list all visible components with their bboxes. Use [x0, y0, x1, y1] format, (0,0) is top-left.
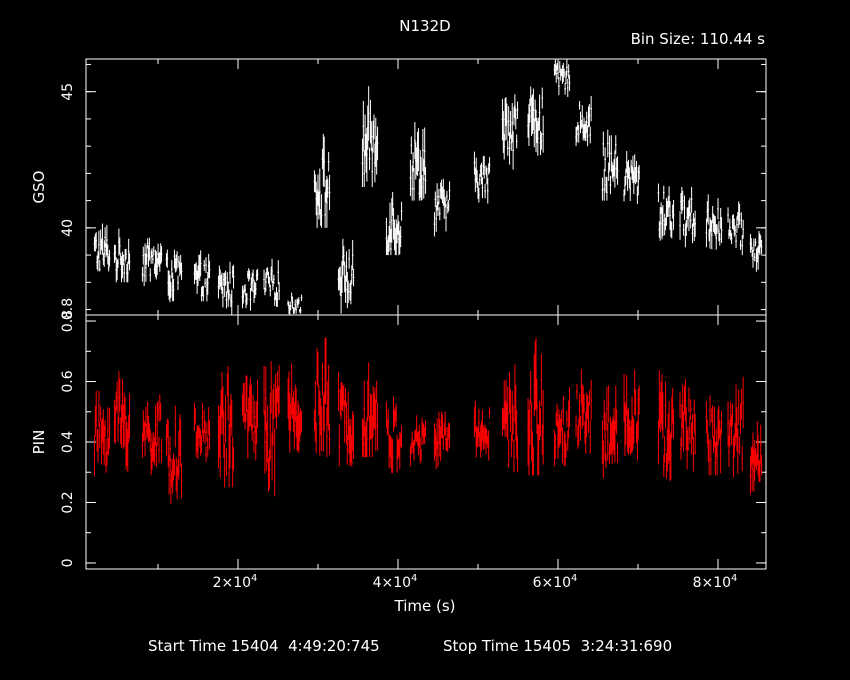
y-tick-label: 0: [60, 558, 76, 567]
orbit-segment: [553, 59, 571, 98]
orbit-segment: [433, 178, 451, 237]
orbit-segment: [361, 86, 379, 187]
chart-title: N132D: [399, 17, 450, 35]
orbit-segment: [657, 370, 675, 482]
orbit-segment: [287, 363, 303, 454]
orbit-segment: [575, 369, 592, 454]
orbit-segment: [241, 268, 259, 311]
orbit-segment: [527, 86, 544, 156]
gso-data-series: [93, 59, 763, 315]
orbit-segment: [113, 371, 131, 473]
orbit-segment: [409, 415, 427, 467]
orbit-segment: [553, 387, 571, 467]
orbit-segment: [141, 237, 163, 287]
y-tick-label: 0.2: [60, 491, 76, 513]
orbit-segment: [705, 395, 723, 476]
orbit-segment: [679, 379, 696, 472]
orbit-segment: [473, 400, 491, 461]
orbit-segment: [705, 194, 723, 250]
x-tick-label: 6×104: [533, 573, 578, 591]
orbit-segment: [313, 337, 331, 458]
orbit-segment: [727, 376, 744, 478]
x-tick-exponent: 4: [571, 573, 577, 584]
orbit-segment: [433, 411, 451, 470]
orbit-segment: [657, 183, 675, 241]
orbit-segment: [93, 390, 111, 477]
orbit-segment: [501, 94, 519, 170]
stop-time-label: Stop Time 15405 3:24:31:690: [443, 637, 672, 655]
orbit-segment: [217, 366, 235, 488]
bin-size-label: Bin Size: 110.44 s: [631, 30, 766, 48]
orbit-segment: [263, 361, 280, 497]
orbit-segment: [337, 238, 355, 314]
orbit-segment: [749, 421, 763, 495]
orbit-segment: [193, 250, 211, 302]
x-tick-label: 8×104: [693, 573, 738, 591]
y-edge-tick-label: 0.8: [60, 298, 76, 320]
orbit-segment: [385, 191, 403, 256]
orbit-segment: [217, 261, 235, 315]
orbit-segment: [165, 405, 183, 504]
orbit-segment: [749, 230, 763, 272]
y-tick-label: 0.6: [60, 370, 76, 392]
x-tick-exponent: 4: [731, 573, 737, 584]
orbit-segment: [473, 151, 491, 204]
orbit-segment: [623, 151, 640, 204]
pin-plot-frame: [85, 314, 767, 570]
y-tick-label: 45: [60, 83, 76, 101]
orbit-segment: [337, 372, 355, 467]
orbit-segment: [313, 133, 331, 228]
orbit-segment: [263, 258, 280, 307]
orbit-segment: [727, 201, 744, 256]
orbit-segment: [385, 396, 403, 474]
pin-y-axis-label: PIN: [30, 430, 48, 455]
orbit-segment: [93, 223, 111, 272]
orbit-segment: [165, 249, 183, 303]
x-tick-exponent: 4: [411, 573, 417, 584]
orbit-segment: [141, 394, 163, 476]
pin-ticks: 0 0.2 0.4 0.6 0.8 2×104 4×104 6×104 8×104: [60, 310, 766, 591]
orbit-segment: [679, 187, 696, 248]
y-tick-label: 0.4: [60, 431, 76, 453]
orbit-segment: [287, 292, 303, 315]
orbit-segment: [501, 364, 519, 473]
gso-y-axis-label: GSO: [30, 171, 48, 204]
orbit-segment: [241, 375, 259, 461]
orbit-segment: [575, 95, 592, 147]
x-axis-label: Time (s): [394, 597, 456, 615]
x-tick-label: 4×104: [373, 573, 418, 591]
y-tick-label: 0.8: [60, 310, 76, 332]
x-tick-label: 2×104: [213, 573, 258, 591]
orbit-segment: [409, 121, 427, 201]
pin-panel: 0 0.2 0.4 0.6 0.8 2×104 4×104 6×104 8×104 PIN: [30, 310, 767, 591]
gso-ticks: 40 45 0.8: [60, 59, 766, 320]
orbit-segment: [601, 385, 619, 478]
orbit-segment: [527, 337, 544, 476]
start-time-label: Start Time 15404 4:49:20:745: [148, 637, 380, 655]
orbit-segment: [193, 402, 211, 462]
pin-data-series: [93, 337, 763, 504]
orbit-segment: [361, 362, 379, 458]
orbit-segment: [601, 129, 619, 201]
orbit-segment: [113, 228, 131, 283]
orbit-segment: [623, 369, 640, 461]
x-tick-exponent: 4: [251, 573, 257, 584]
y-tick-label: 40: [60, 219, 76, 237]
gso-panel: 40 45 0.8 GSO: [30, 58, 767, 320]
